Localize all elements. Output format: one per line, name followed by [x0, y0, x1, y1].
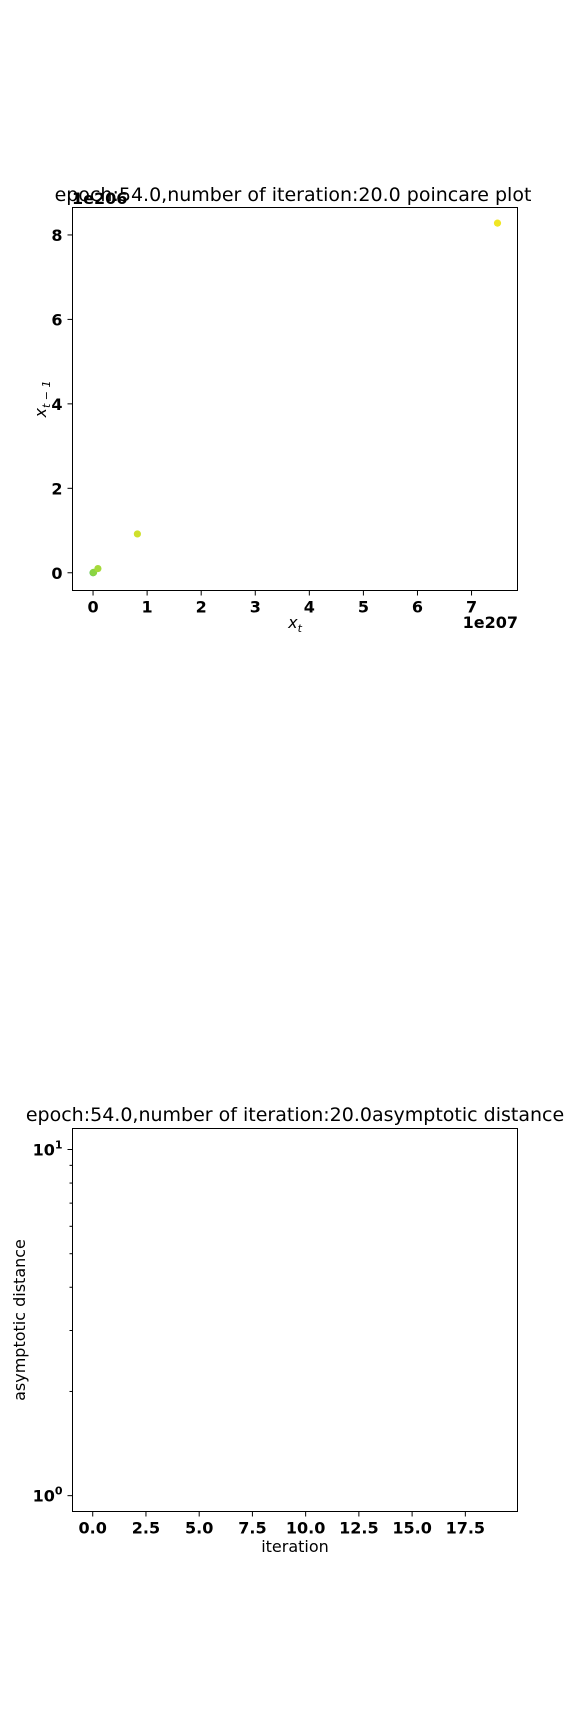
y-tick-label: 8	[51, 226, 62, 245]
y-axis-label: xt − 1	[31, 381, 53, 419]
y-tick-label: 101	[33, 1139, 63, 1160]
y-axis-label-sub: t − 1	[40, 381, 53, 409]
x-tick-label: 10.0	[286, 1519, 325, 1538]
x-tick-label: 7.5	[238, 1519, 266, 1538]
x-tick-label: 3	[250, 598, 261, 617]
y-tick-label-exponent: 0	[55, 1485, 63, 1498]
y-tick-label: 4	[51, 395, 62, 414]
x-tick-label: 7	[466, 598, 477, 617]
y-axis-label-main: x	[31, 408, 50, 419]
x-axis-label-main: x	[287, 613, 298, 632]
x-tick-label: 1	[142, 598, 153, 617]
y-tick-label: 2	[51, 479, 62, 498]
x-axis-ticks: 0 1 2 3 4 5 6 7	[87, 590, 477, 617]
y-axis-label: asymptotic distance	[10, 1239, 29, 1401]
x-tick-label: 5.0	[185, 1519, 213, 1538]
x-tick-label: 15.0	[392, 1519, 431, 1538]
scatter-point	[94, 564, 102, 573]
x-axis-label: iteration	[261, 1537, 329, 1556]
y-tick-label: 100	[33, 1485, 63, 1506]
y-tick-label: 0	[51, 564, 62, 583]
x-offset-label: 1e207	[463, 613, 518, 632]
x-tick-label: 6	[412, 598, 423, 617]
y-tick-label: 6	[51, 310, 62, 329]
poincare-chart: epoch:54.0,number of iteration:20.0 poin…	[31, 184, 531, 635]
x-axis-ticks: 0.0 2.5 5.0 7.5 10.0 12.5 15.0 17.5	[79, 1511, 485, 1538]
x-tick-label: 4	[304, 598, 315, 617]
y-tick-label-base: 10	[33, 1141, 55, 1160]
chart-title: epoch:54.0,number of iteration:20.0 poin…	[55, 184, 532, 206]
x-tick-label: 0.0	[79, 1519, 107, 1538]
x-tick-label: 2.5	[132, 1519, 160, 1538]
y-offset-label: 1e206	[72, 189, 127, 208]
chart-title: epoch:54.0,number of iteration:20.0asymp…	[26, 1104, 564, 1126]
x-tick-label: 12.5	[339, 1519, 378, 1538]
plot-frame	[72, 1128, 518, 1512]
x-axis-label: xt	[287, 613, 302, 635]
asymptotic-distance-chart: epoch:54.0,number of iteration:20.0asymp…	[10, 1104, 564, 1556]
scatter-point	[493, 219, 502, 227]
x-tick-label: 0	[87, 598, 98, 617]
y-tick-label-base: 10	[33, 1487, 55, 1506]
x-tick-label: 2	[196, 598, 207, 617]
scatter-points	[89, 219, 502, 577]
plot-frame	[72, 207, 518, 591]
scatter-point	[133, 530, 141, 538]
y-tick-label-exponent: 1	[55, 1139, 63, 1152]
x-axis-label-sub: t	[298, 622, 303, 635]
y-axis-ticks: 0 2 4 6 8	[51, 226, 73, 583]
x-tick-label: 5	[358, 598, 369, 617]
x-tick-label: 17.5	[446, 1519, 485, 1538]
